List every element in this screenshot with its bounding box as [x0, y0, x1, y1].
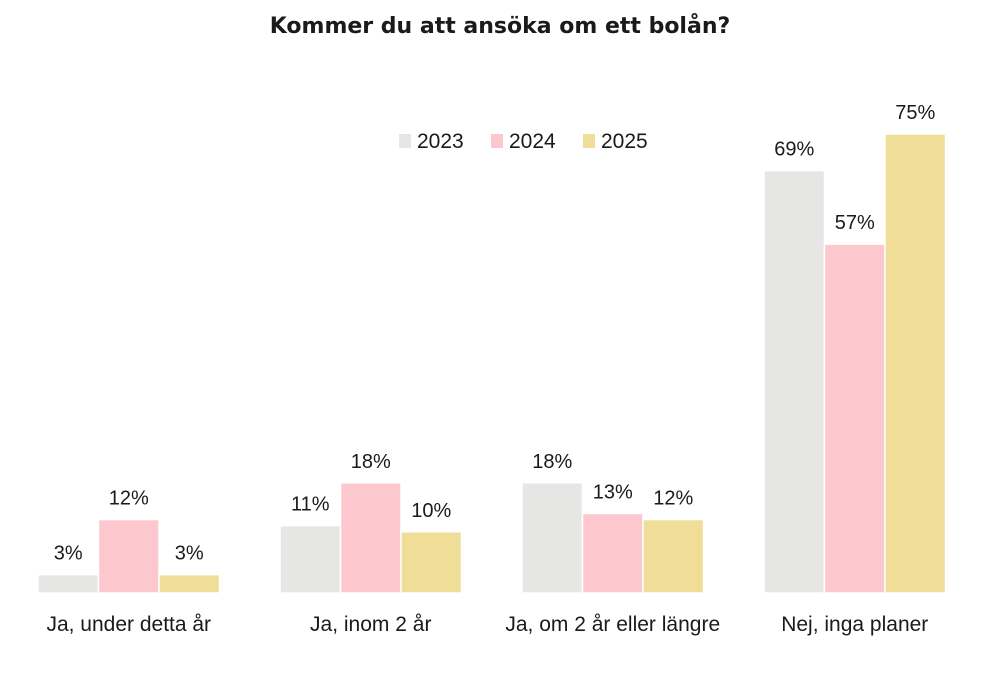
bar-2024-nej-inga-planer — [823, 243, 886, 594]
bar-2025-ja-under-detta-ar — [158, 573, 221, 594]
value-label-2025-ja-under-detta-ar: 3% — [175, 543, 204, 565]
bar-2024-ja-under-detta-ar — [97, 518, 160, 594]
category-label-nej-inga-planer: Nej, inga planer — [781, 613, 928, 636]
legend-swatch-2025 — [583, 134, 595, 148]
value-label-2024-nej-inga-planer: 57% — [835, 212, 875, 234]
bar-2023-ja-under-detta-ar — [37, 573, 100, 594]
legend-swatch-2024 — [491, 134, 503, 148]
value-label-2024-ja-om-2-ar-eller-langre: 13% — [593, 481, 633, 503]
value-labels-group: 3% 12% 3% 11% 18% 10% 18% 13% 12% 69% 57% 75% — [54, 102, 936, 565]
chart-title: Kommer du att ansöka om ett bolån? — [270, 13, 731, 39]
bar-2025-ja-inom-2-ar — [400, 531, 463, 594]
bar-2023-ja-om-2-ar-eller-langre — [521, 482, 584, 594]
value-label-2025-ja-inom-2-ar: 10% — [411, 500, 451, 522]
value-label-2024-ja-inom-2-ar: 18% — [351, 451, 391, 473]
value-label-2023-ja-om-2-ar-eller-langre: 18% — [532, 451, 572, 473]
category-label-ja-under-detta-ar: Ja, under detta år — [46, 613, 211, 636]
value-label-2023-nej-inga-planer: 69% — [774, 139, 814, 161]
bar-2023-nej-inga-planer — [763, 169, 826, 594]
bars-group — [37, 133, 947, 594]
legend-swatch-2023 — [399, 134, 411, 148]
legend-label-2023: 2023 — [417, 130, 464, 153]
category-label-ja-inom-2-ar: Ja, inom 2 år — [310, 613, 431, 636]
bar-2024-ja-om-2-ar-eller-langre — [581, 512, 644, 594]
legend-label-2024: 2024 — [509, 130, 556, 153]
legend: 2023 2024 2025 — [399, 130, 648, 153]
legend-label-2025: 2025 — [601, 130, 648, 153]
category-label-ja-om-2-ar-eller-langre: Ja, om 2 år eller längre — [505, 613, 720, 636]
bar-2025-ja-om-2-ar-eller-langre — [642, 518, 705, 594]
bar-2025-nej-inga-planer — [884, 133, 947, 594]
value-label-2024-ja-under-detta-ar: 12% — [109, 488, 149, 510]
value-label-2023-ja-under-detta-ar: 3% — [54, 543, 83, 565]
category-labels-group: Ja, under detta år Ja, inom 2 år Ja, om 2 … — [46, 613, 928, 636]
bar-2024-ja-inom-2-ar — [339, 482, 402, 594]
bar-2023-ja-inom-2-ar — [279, 524, 342, 594]
value-label-2025-ja-om-2-ar-eller-langre: 12% — [653, 488, 693, 510]
value-label-2023-ja-inom-2-ar: 11% — [291, 494, 330, 516]
value-label-2025-nej-inga-planer: 75% — [895, 102, 935, 124]
